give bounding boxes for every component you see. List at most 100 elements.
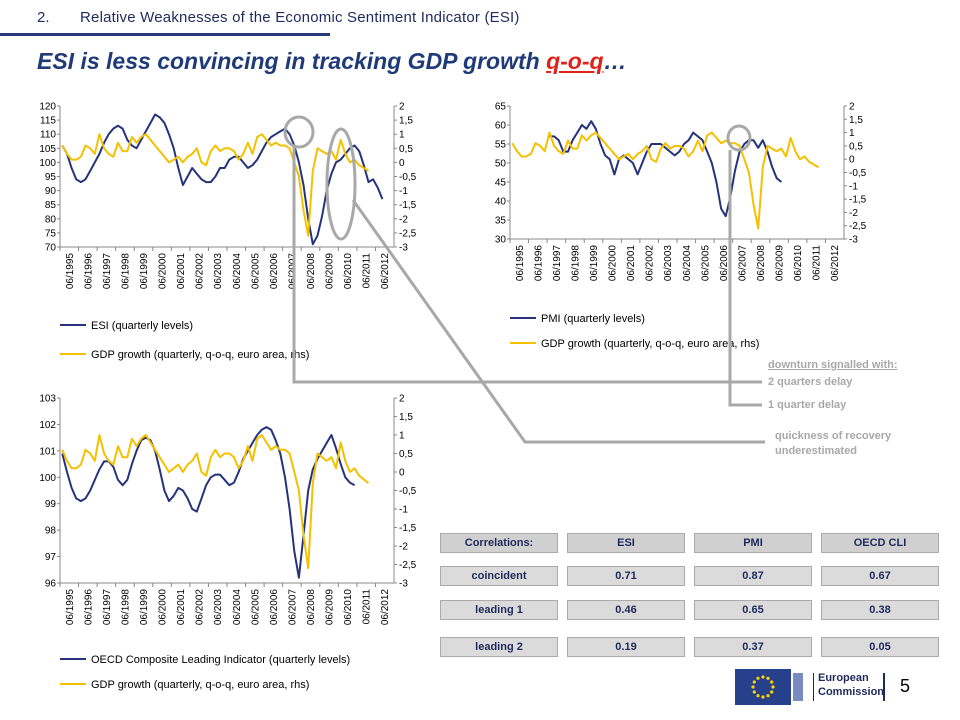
x-tick-label: 06/1995 <box>515 245 526 282</box>
y-tick-label: 40 <box>495 197 507 208</box>
logo-separator <box>813 673 814 701</box>
y2-tick-label: 0,5 <box>849 141 863 152</box>
x-tick-label: 06/1996 <box>533 245 544 282</box>
y2-tick-label: -2,5 <box>399 228 417 239</box>
y-tick-label: 100 <box>39 473 56 484</box>
y-tick-label: 60 <box>495 121 507 132</box>
x-tick-label: 06/2006 <box>269 253 280 290</box>
table-header-esi: ESI <box>567 533 685 553</box>
legend-label: OECD Composite Leading Indicator (quarte… <box>91 654 350 666</box>
pmi-chart: 65 60 55 50 45 40 35 30 2 1,5 1 0,5 0 -0,5 -1 -1,5 -2 -2,… <box>495 102 867 351</box>
x-tick-label: 06/2004 <box>232 253 243 290</box>
y2-tick-label: -3 <box>399 579 408 590</box>
y-tick-label: 99 <box>45 499 57 510</box>
x-tick-label: 06/2003 <box>213 253 224 290</box>
european-commission-logo: European Commission <box>735 669 887 705</box>
table-row-label: leading 1 <box>440 600 558 620</box>
y-tick-label: 100 <box>39 158 56 169</box>
y-tick-label: 80 <box>45 214 57 225</box>
legend-label: GDP growth (quarterly, q-o-q, euro area,… <box>91 349 309 361</box>
y2-tick-label: -2 <box>399 542 408 553</box>
table-header-label: Correlations: <box>440 533 558 553</box>
x-tick-label: 06/2000 <box>608 245 619 282</box>
x-tick-label: 06/1999 <box>139 253 150 290</box>
y2-tick-label: 1 <box>399 130 405 141</box>
table-cell: 0.37 <box>694 637 812 657</box>
y-tick-label: 105 <box>39 144 56 155</box>
logo-text-2: Commission <box>818 686 885 698</box>
x-tick-label: 06/1998 <box>570 245 581 282</box>
y2-tick-label: 0,5 <box>399 449 413 460</box>
x-tick-label: 06/2005 <box>250 589 261 626</box>
y2-tick-label: -1 <box>399 186 408 197</box>
x-tick-label: 06/1998 <box>120 589 131 626</box>
legend-label: GDP growth (quarterly, q-o-q, euro area,… <box>541 338 759 350</box>
x-tick-label: 06/2010 <box>343 253 354 290</box>
table-cell: 0.87 <box>694 566 812 586</box>
x-tick-label: 06/1995 <box>65 253 76 290</box>
y2-tick-label: -2,5 <box>849 221 867 232</box>
table-row-label: coincident <box>440 566 558 586</box>
x-tick-label: 06/1995 <box>65 589 76 626</box>
y-tick-label: 50 <box>495 159 507 170</box>
y2-tick-label: -0,5 <box>399 486 417 497</box>
x-tick-label: 06/1996 <box>83 253 94 290</box>
y-tick-label: 75 <box>45 228 57 239</box>
x-tick-label: 06/2009 <box>325 253 336 290</box>
table-cell: 0.46 <box>567 600 685 620</box>
gdp-series-line <box>61 434 370 570</box>
x-tick-label: 06/2005 <box>250 253 261 290</box>
x-tick-label: 06/1997 <box>102 589 113 626</box>
x-tick-label: 06/2012 <box>380 253 391 290</box>
title-main: ESI is less convincing in tracking GDP g… <box>37 48 547 74</box>
x-tick-label: 06/1997 <box>102 253 113 290</box>
table-cell: 0.71 <box>567 566 685 586</box>
y2-tick-label: -2 <box>399 214 408 225</box>
table-cell: 0.67 <box>821 566 939 586</box>
table-cell: 0.19 <box>567 637 685 657</box>
y-tick-label: 102 <box>39 420 56 431</box>
title-highlight: q-o-q <box>546 48 604 74</box>
y-tick-label: 55 <box>495 140 507 151</box>
x-tick-label: 06/2012 <box>380 589 391 626</box>
x-tick-label: 06/2010 <box>343 589 354 626</box>
note-recovery-1: quickness of recovery <box>775 430 892 442</box>
y2-tick-label: -2,5 <box>399 560 417 571</box>
x-tick-label: 06/1996 <box>83 589 94 626</box>
table-row-label: leading 2 <box>440 637 558 657</box>
y2-tick-label: -2 <box>849 208 858 219</box>
table-cell: 0.65 <box>694 600 812 620</box>
logo-bar <box>883 673 885 701</box>
x-tick-label: 06/2000 <box>158 253 169 290</box>
y-tick-label: 35 <box>495 216 507 227</box>
indicator-series-line <box>61 113 384 246</box>
note-one-quarter: 1 quarter delay <box>768 399 847 411</box>
x-tick-label: 06/2006 <box>269 589 280 626</box>
downturn-header: downturn signalled with: <box>768 359 898 371</box>
y2-tick-label: -3 <box>849 235 858 246</box>
y2-tick-label: 1,5 <box>399 116 413 127</box>
y-tick-label: 110 <box>40 130 56 141</box>
y2-tick-label: 2 <box>849 102 855 113</box>
note-recovery-2: underestimated <box>775 445 857 457</box>
legend-label: GDP growth (quarterly, q-o-q, euro area,… <box>91 679 309 691</box>
y2-tick-label: 1,5 <box>399 412 413 423</box>
x-tick-label: 06/2011 <box>362 589 373 625</box>
y2-tick-label: -1 <box>399 505 408 516</box>
y-tick-label: 85 <box>45 200 57 211</box>
page-title: ESI is less convincing in tracking GDP g… <box>37 48 627 75</box>
gdp-series-line <box>61 133 370 237</box>
y2-tick-label: 1,5 <box>849 115 863 126</box>
x-tick-label: 06/2003 <box>663 245 674 282</box>
x-tick-label: 06/2003 <box>213 589 224 626</box>
x-tick-label: 06/2000 <box>158 589 169 626</box>
legend-label: ESI (quarterly levels) <box>91 320 193 332</box>
x-tick-label: 06/2008 <box>306 253 317 290</box>
x-tick-label: 06/2005 <box>700 245 711 282</box>
x-tick-label: 06/2007 <box>737 245 748 282</box>
x-tick-label: 06/2008 <box>306 589 317 626</box>
x-tick-label: 06/2001 <box>176 589 187 626</box>
y2-tick-label: -1 <box>849 181 858 192</box>
y2-tick-label: -1,5 <box>399 200 417 211</box>
y-tick-label: 97 <box>45 552 57 563</box>
